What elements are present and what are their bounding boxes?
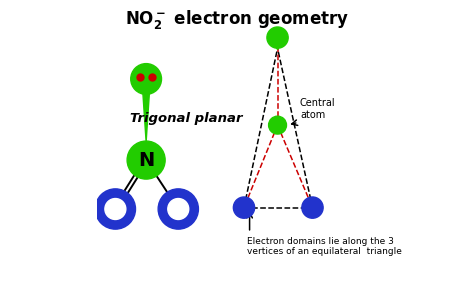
Circle shape	[302, 197, 323, 218]
Circle shape	[158, 189, 199, 229]
Circle shape	[105, 199, 126, 219]
Circle shape	[233, 197, 255, 218]
Text: O: O	[171, 200, 185, 218]
Text: N: N	[138, 151, 154, 169]
Circle shape	[267, 27, 288, 48]
Text: Trigonal planar: Trigonal planar	[130, 112, 243, 125]
Circle shape	[168, 199, 189, 219]
Circle shape	[269, 116, 286, 134]
Text: Central
atom: Central atom	[300, 98, 336, 119]
Polygon shape	[275, 43, 280, 50]
Circle shape	[131, 64, 162, 94]
Text: $\mathbf{NO_2^-}$ electron geometry: $\mathbf{NO_2^-}$ electron geometry	[125, 8, 349, 31]
Circle shape	[127, 141, 165, 179]
Circle shape	[95, 189, 136, 229]
Polygon shape	[143, 92, 149, 142]
Text: Electron domains lie along the 3
vertices of an equilateral  triangle: Electron domains lie along the 3 vertice…	[247, 237, 401, 256]
Text: O: O	[108, 200, 122, 218]
